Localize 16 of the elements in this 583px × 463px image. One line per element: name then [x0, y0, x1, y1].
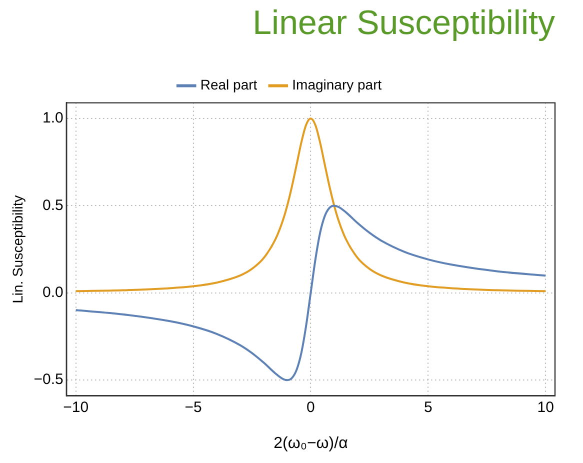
- y-axis-title: Lin. Susceptibility: [9, 195, 26, 304]
- legend-label: Real part: [200, 76, 258, 93]
- x-tick-label: 5: [424, 398, 432, 416]
- x-tick-label: −5: [184, 398, 202, 416]
- y-tick-label: 0.0: [42, 284, 64, 302]
- y-tick-label: 0.5: [42, 196, 64, 214]
- line-series: [74, 117, 547, 292]
- x-tick-label: 10: [537, 398, 554, 416]
- x-tick-label: −10: [63, 398, 89, 416]
- legend-label: Imaginary part: [292, 76, 382, 93]
- x-tick-label: 0: [306, 398, 315, 416]
- line-series: [74, 204, 547, 382]
- chart-title: Linear Susceptibility: [252, 4, 555, 42]
- y-tick-label: −0.5: [34, 371, 64, 388]
- y-tick-label: 1.0: [42, 110, 64, 127]
- x-axis-title: 2(ω₀−ω)/α: [274, 434, 348, 452]
